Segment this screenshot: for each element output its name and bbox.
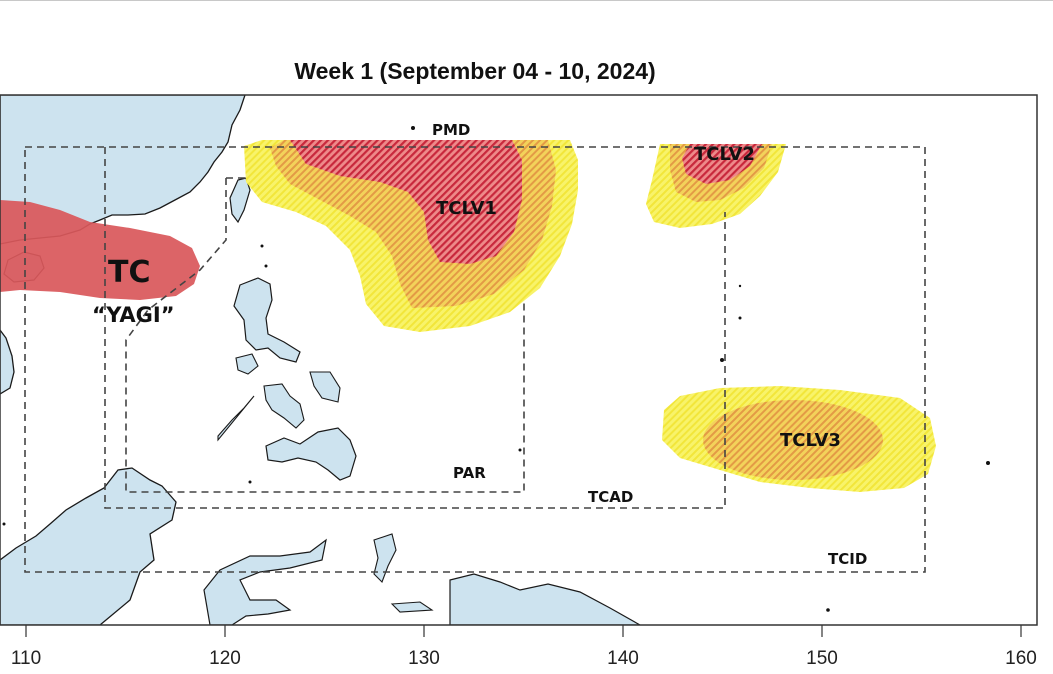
par-label: PAR bbox=[453, 464, 486, 482]
tcid-label: TCID bbox=[828, 550, 867, 568]
x-axis-labels: 110 120 130 140 150 160 bbox=[0, 648, 1053, 674]
tclv3-label: TCLV3 bbox=[780, 430, 841, 451]
tclv1-inner bbox=[290, 140, 522, 264]
pmd-label: PMD bbox=[432, 121, 470, 139]
tclv1-label: TCLV1 bbox=[436, 198, 497, 219]
land-luzon bbox=[233, 277, 301, 363]
map-title: Week 1 (September 04 - 10, 2024) bbox=[294, 58, 656, 84]
x-tick-label: 110 bbox=[10, 648, 42, 669]
tclv3-mid bbox=[703, 400, 883, 480]
land-borneo bbox=[0, 467, 177, 625]
land-halmahera bbox=[373, 533, 397, 583]
land-samar bbox=[309, 371, 341, 403]
land-seram bbox=[390, 601, 434, 613]
x-ticks bbox=[25, 625, 1022, 637]
tc-yagi-area bbox=[0, 200, 200, 300]
x-tick-label: 120 bbox=[209, 648, 241, 669]
land-visayas bbox=[263, 383, 305, 429]
land-mindoro bbox=[235, 353, 259, 375]
tc-name-label: “YAGI” bbox=[92, 303, 175, 327]
par-boundary bbox=[125, 177, 525, 493]
tcad-label: TCAD bbox=[588, 488, 633, 506]
land-taiwan bbox=[229, 177, 251, 224]
tclv2-inner bbox=[682, 144, 762, 184]
tcad-boundary bbox=[104, 147, 726, 509]
x-tick-label: 150 bbox=[806, 648, 838, 669]
land-sulawesi bbox=[203, 538, 327, 625]
land-palawan bbox=[217, 395, 255, 442]
land-vietnam bbox=[0, 328, 15, 395]
x-tick-label: 140 bbox=[607, 648, 639, 669]
tcid-boundary bbox=[24, 146, 926, 573]
tclv2-label: TCLV2 bbox=[694, 144, 755, 165]
land-mindanao bbox=[265, 427, 357, 481]
land-new-guinea bbox=[449, 573, 642, 625]
small-islands bbox=[2, 126, 990, 612]
map-frame bbox=[0, 94, 1038, 626]
x-tick-label: 160 bbox=[1005, 648, 1037, 669]
x-tick-label: 130 bbox=[408, 648, 440, 669]
tc-label: TC bbox=[108, 255, 150, 290]
top-border bbox=[0, 0, 1053, 1]
